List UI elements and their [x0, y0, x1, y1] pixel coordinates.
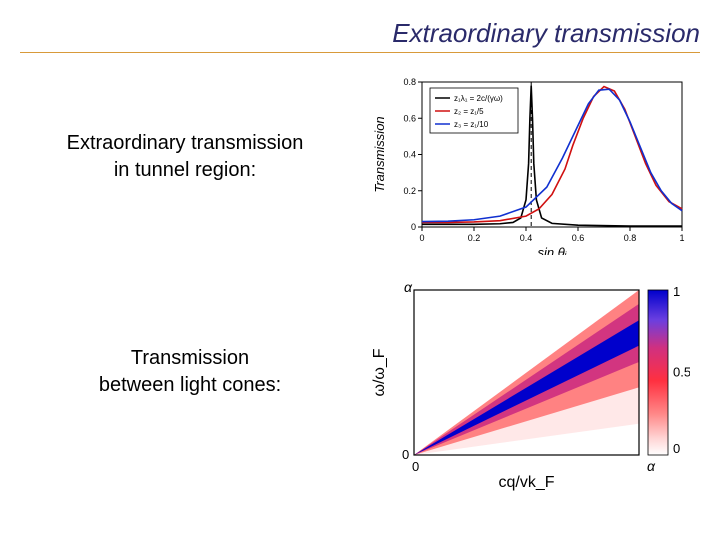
svg-text:0: 0: [419, 233, 424, 243]
page-title: Extraordinary transmission: [392, 18, 700, 49]
svg-text:Transmission: Transmission: [372, 116, 387, 192]
svg-text:0: 0: [411, 222, 416, 232]
label-light-cones: Transmission between light cones:: [85, 345, 295, 399]
svg-text:0.6: 0.6: [403, 113, 416, 123]
svg-text:0.8: 0.8: [624, 233, 637, 243]
svg-text:ω/ω_F: ω/ω_F: [371, 348, 388, 396]
svg-text:0.2: 0.2: [468, 233, 481, 243]
label-tunnel-line2: in tunnel region:: [114, 159, 256, 181]
svg-text:1: 1: [673, 284, 680, 299]
svg-text:α: α: [647, 458, 656, 474]
transmission-heatmap: αα00ω/ω_Fcq/vk_F10.50: [370, 280, 690, 495]
svg-text:0: 0: [412, 459, 419, 474]
label-cones-line1: Transmission: [131, 347, 249, 369]
svg-text:0.6: 0.6: [572, 233, 585, 243]
svg-text:0.5: 0.5: [673, 365, 690, 380]
svg-text:cq/vk_F: cq/vk_F: [498, 474, 554, 491]
svg-text:0.2: 0.2: [403, 186, 416, 196]
svg-text:sin θᵢ: sin θᵢ: [538, 245, 567, 255]
svg-text:0: 0: [402, 447, 409, 462]
title-underline: [20, 52, 700, 53]
label-tunnel-line1: Extraordinary transmission: [67, 132, 304, 154]
svg-text:0: 0: [673, 441, 680, 456]
svg-text:1: 1: [679, 233, 684, 243]
svg-text:0.4: 0.4: [403, 150, 416, 160]
title-text: Extraordinary transmission: [392, 18, 700, 48]
svg-text:z₃ = z₁/10: z₃ = z₁/10: [454, 120, 489, 129]
svg-text:z₁λ₁ = 2c/(γω): z₁λ₁ = 2c/(γω): [454, 94, 503, 103]
svg-text:0.4: 0.4: [520, 233, 533, 243]
label-cones-line2: between light cones:: [99, 374, 281, 396]
svg-text:α: α: [404, 280, 413, 295]
transmission-line-chart: 0 0.2 0.4 0.6 0.8 0 0.2 0.4 0.6 0.8 1 Transmission s…: [370, 70, 690, 255]
label-tunnel-region: Extraordinary transmission in tunnel reg…: [45, 130, 325, 184]
svg-text:z₂ = z₁/5: z₂ = z₁/5: [454, 107, 484, 116]
svg-text:0.8: 0.8: [403, 77, 416, 87]
